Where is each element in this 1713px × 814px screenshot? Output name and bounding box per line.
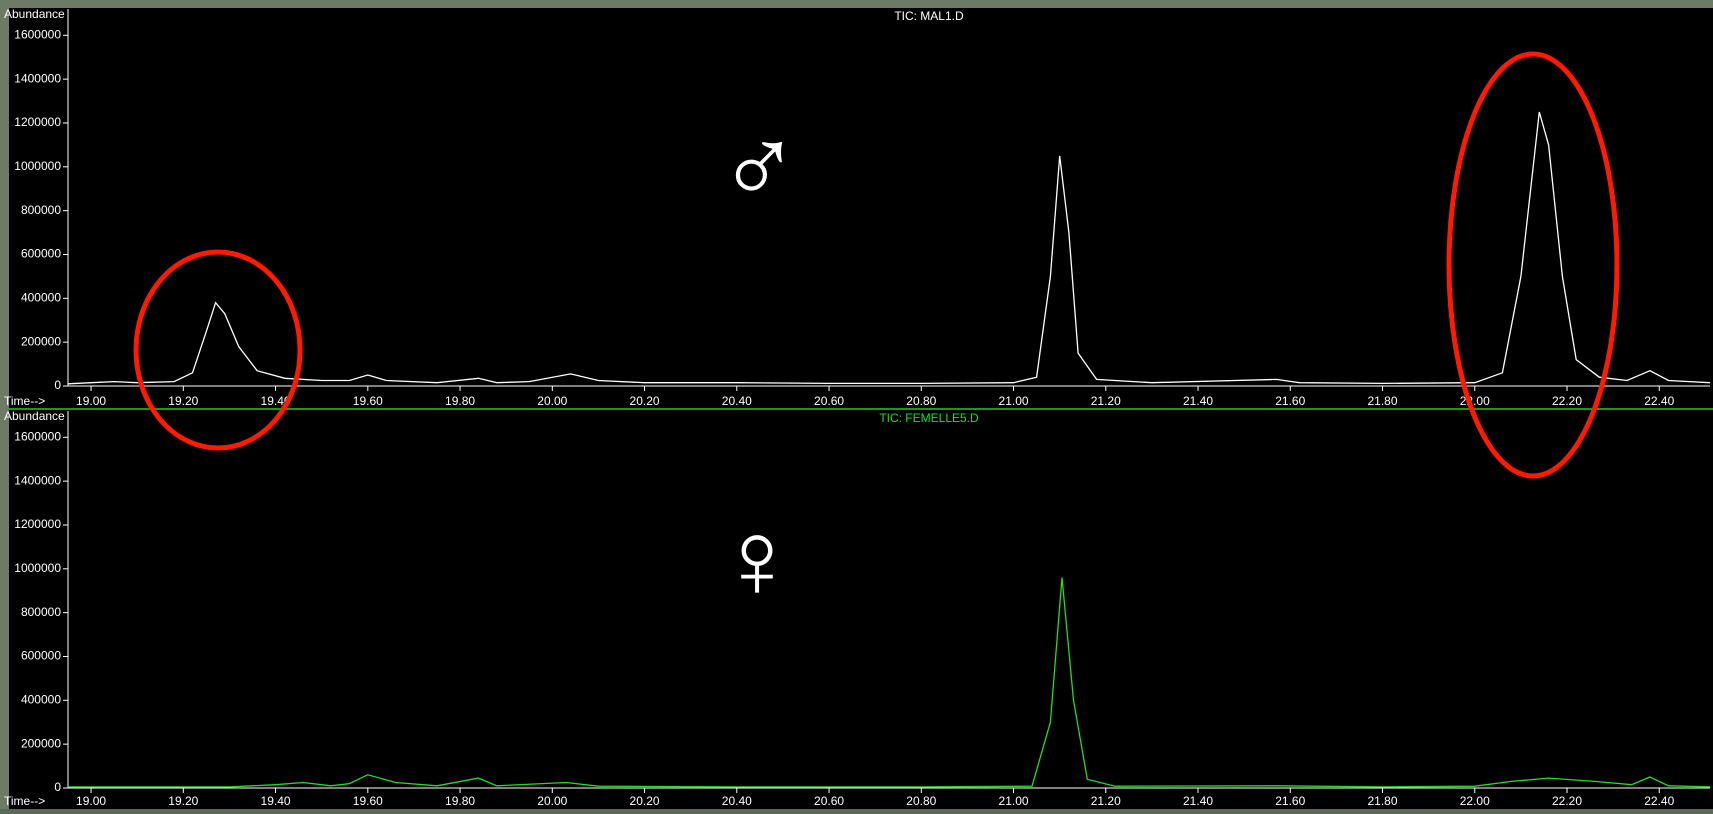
- x-tick-label: 19.40: [261, 794, 291, 808]
- x-tick-label: 22.20: [1552, 394, 1582, 408]
- annotation: ♀: [716, 498, 799, 621]
- x-tick-label: 19.80: [445, 794, 475, 808]
- trace-line: [68, 577, 1711, 788]
- x-tick-label: 19.80: [445, 394, 475, 408]
- x-tick-label: 22.40: [1644, 394, 1674, 408]
- y-tick-label: 1000000: [14, 561, 61, 575]
- y-tick-label: 1600000: [14, 27, 61, 41]
- x-tick-label: 20.80: [906, 794, 936, 808]
- y-tick-label: 1400000: [14, 473, 61, 487]
- x-tick-label: 21.00: [999, 394, 1029, 408]
- x-tick-label: 21.00: [999, 794, 1029, 808]
- x-tick-label: 21.60: [1275, 394, 1305, 408]
- x-tick-label: 20.20: [630, 394, 660, 408]
- y-tick-label: 1400000: [14, 71, 61, 85]
- x-tick-label: 22.00: [1460, 394, 1490, 408]
- x-tick-label: 20.40: [722, 394, 752, 408]
- x-tick-label: 19.00: [76, 794, 106, 808]
- x-tick-label: 20.20: [630, 794, 660, 808]
- y-tick-label: 600000: [21, 247, 61, 261]
- y-tick-label: 0: [54, 378, 61, 392]
- y-axis-label: Abundance: [4, 409, 65, 423]
- y-tick-label: 200000: [21, 334, 61, 348]
- x-tick-label: 20.60: [814, 394, 844, 408]
- highlight-circle: [1446, 51, 1620, 479]
- x-tick-label: 19.00: [76, 394, 106, 408]
- chart-title: TIC: FEMELLE5.D: [879, 411, 979, 425]
- y-tick-label: 200000: [21, 736, 61, 750]
- y-tick-label: 0: [54, 780, 61, 794]
- x-tick-label: 21.60: [1275, 794, 1305, 808]
- y-tick-label: 400000: [21, 290, 61, 304]
- x-tick-label: 20.40: [722, 794, 752, 808]
- x-tick-label: 20.00: [537, 794, 567, 808]
- x-axis-label: Time-->: [4, 394, 45, 408]
- trace-line: [67, 111, 1711, 385]
- highlight-circle: [133, 249, 303, 451]
- x-axis-label: Time-->: [4, 794, 45, 808]
- y-tick-label: 1600000: [14, 429, 61, 443]
- y-tick-label: 1200000: [14, 517, 61, 531]
- x-tick-label: 19.60: [353, 394, 383, 408]
- y-tick-label: 600000: [21, 649, 61, 663]
- x-tick-label: 21.80: [1368, 394, 1398, 408]
- y-axis-label: Abundance: [4, 7, 65, 21]
- y-tick-label: 1200000: [14, 115, 61, 129]
- x-tick-label: 19.20: [168, 794, 198, 808]
- x-tick-label: 19.60: [353, 794, 383, 808]
- x-tick-label: 20.00: [537, 394, 567, 408]
- annotation: ♂: [718, 105, 801, 228]
- x-tick-label: 22.20: [1552, 794, 1582, 808]
- x-tick-label: 22.00: [1460, 794, 1490, 808]
- y-tick-label: 1000000: [14, 159, 61, 173]
- chart-title: TIC: MAL1.D: [894, 9, 964, 23]
- x-tick-label: 20.80: [906, 394, 936, 408]
- x-tick-label: 21.20: [1091, 394, 1121, 408]
- y-tick-label: 400000: [21, 692, 61, 706]
- y-tick-label: 800000: [21, 203, 61, 217]
- x-tick-label: 22.40: [1644, 794, 1674, 808]
- x-tick-label: 21.40: [1183, 794, 1213, 808]
- x-tick-label: 20.60: [814, 794, 844, 808]
- x-tick-label: 21.80: [1368, 794, 1398, 808]
- x-tick-label: 19.20: [168, 394, 198, 408]
- x-tick-label: 21.40: [1183, 394, 1213, 408]
- y-tick-label: 800000: [21, 605, 61, 619]
- x-tick-label: 21.20: [1091, 794, 1121, 808]
